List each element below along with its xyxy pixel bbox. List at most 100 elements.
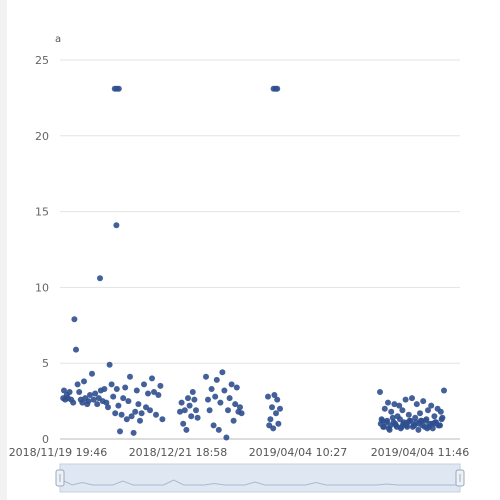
data-point bbox=[138, 410, 145, 417]
data-point bbox=[128, 413, 135, 420]
data-point bbox=[127, 373, 133, 380]
data-point bbox=[430, 420, 437, 427]
data-point bbox=[149, 375, 155, 382]
data-point bbox=[130, 429, 137, 436]
data-point bbox=[113, 386, 120, 392]
data-point bbox=[112, 410, 119, 417]
data-point bbox=[153, 411, 159, 418]
data-point bbox=[115, 85, 122, 92]
data-point bbox=[274, 396, 281, 403]
data-point bbox=[94, 401, 101, 408]
data-point bbox=[233, 384, 240, 391]
data-point bbox=[60, 395, 67, 402]
data-point bbox=[73, 346, 79, 353]
data-point bbox=[411, 422, 418, 429]
data-point bbox=[379, 417, 386, 424]
data-point bbox=[120, 395, 127, 402]
data-point bbox=[177, 408, 183, 415]
data-point bbox=[384, 417, 391, 424]
data-point bbox=[123, 416, 130, 423]
data-point bbox=[135, 401, 142, 408]
data-point bbox=[225, 407, 231, 414]
data-point bbox=[61, 387, 67, 394]
data-point bbox=[185, 395, 191, 402]
data-point bbox=[188, 413, 195, 420]
slider-handle-right[interactable] bbox=[455, 469, 465, 487]
data-point bbox=[194, 414, 201, 421]
zoom-slider[interactable] bbox=[55, 463, 465, 493]
data-point bbox=[381, 423, 387, 430]
data-point bbox=[115, 402, 122, 409]
data-point bbox=[191, 396, 198, 403]
data-point bbox=[228, 381, 235, 388]
data-point bbox=[396, 402, 403, 409]
data-point bbox=[203, 373, 209, 380]
data-point bbox=[117, 428, 123, 435]
data-point bbox=[419, 422, 426, 429]
y-axis-unit-label: a bbox=[55, 34, 61, 45]
data-point bbox=[238, 410, 245, 417]
x-tick-label: 2019/04/04 11:46 bbox=[371, 446, 470, 459]
data-point bbox=[70, 399, 77, 406]
data-point bbox=[215, 426, 222, 433]
y-tick-label: 15 bbox=[35, 206, 49, 219]
data-point bbox=[132, 408, 139, 415]
data-point bbox=[405, 411, 412, 418]
data-point bbox=[391, 401, 398, 408]
data-point bbox=[221, 387, 228, 394]
data-point bbox=[213, 376, 220, 383]
slider-track[interactable] bbox=[59, 463, 461, 493]
data-point bbox=[193, 407, 199, 414]
left-panel-strip bbox=[0, 0, 7, 500]
data-point bbox=[74, 381, 81, 388]
data-point bbox=[208, 386, 215, 392]
data-point bbox=[438, 416, 445, 423]
data-point bbox=[113, 222, 120, 229]
data-point bbox=[87, 392, 93, 398]
data-point bbox=[399, 407, 406, 414]
data-point bbox=[159, 416, 166, 423]
x-tick-label: 2019/04/04 10:27 bbox=[249, 446, 348, 459]
data-point bbox=[92, 390, 99, 397]
data-point bbox=[180, 420, 187, 427]
data-point bbox=[106, 361, 113, 368]
data-point bbox=[277, 405, 283, 412]
data-point bbox=[415, 426, 422, 433]
data-point bbox=[388, 408, 395, 415]
data-point bbox=[275, 420, 282, 427]
x-tick-label: 2018/11/19 19:46 bbox=[9, 446, 108, 459]
data-point bbox=[125, 398, 132, 405]
data-point bbox=[97, 275, 103, 282]
data-point bbox=[189, 389, 196, 395]
data-point bbox=[217, 399, 224, 406]
data-point bbox=[226, 395, 233, 402]
data-point bbox=[219, 369, 226, 376]
data-point bbox=[223, 434, 230, 441]
slider-handle-left[interactable] bbox=[55, 469, 65, 487]
data-point bbox=[210, 422, 217, 429]
y-tick-label: 10 bbox=[35, 281, 49, 294]
data-point bbox=[89, 370, 95, 377]
data-point bbox=[397, 416, 403, 423]
data-point bbox=[76, 389, 83, 395]
data-point bbox=[151, 389, 157, 395]
data-point bbox=[428, 402, 435, 409]
data-point bbox=[66, 389, 73, 395]
data-point bbox=[137, 417, 143, 424]
data-point bbox=[417, 410, 423, 417]
data-point bbox=[122, 384, 129, 391]
data-point bbox=[271, 392, 278, 398]
data-point bbox=[71, 316, 78, 323]
x-axis-ticks: 2018/11/19 19:46 2018/12/21 18:58 2019/04/… bbox=[9, 446, 470, 459]
data-point bbox=[178, 399, 185, 406]
data-point bbox=[437, 408, 444, 415]
y-tick-label: 20 bbox=[35, 130, 49, 143]
data-point bbox=[145, 390, 151, 397]
data-point bbox=[381, 405, 388, 412]
data-point bbox=[413, 401, 420, 408]
data-point bbox=[118, 411, 125, 418]
data-point bbox=[157, 382, 164, 389]
data-point bbox=[385, 399, 391, 406]
data-point bbox=[441, 387, 447, 394]
